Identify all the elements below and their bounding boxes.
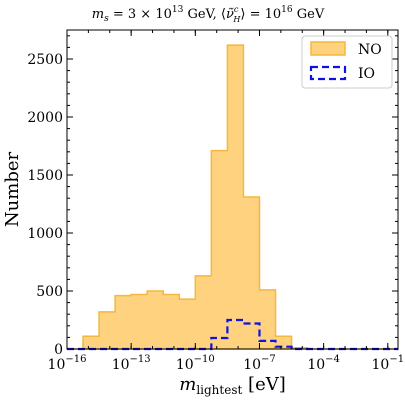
y-axis-label: Number: [2, 152, 23, 228]
y-tick-label-2: 1000: [27, 226, 63, 242]
legend-label-no: NO: [358, 42, 382, 58]
x-tick-label-2: 10−10: [176, 354, 215, 373]
tick-layer: 0 500 1000 1500 2000 2500 10−16 10−13 10−10 10−7 1…: [27, 30, 404, 373]
chart-title: ms = 3 × 1013 GeV, ⟨ν̃c H⟩ = 1016 GeV: [92, 5, 325, 24]
series-no: [67, 44, 399, 350]
y-tick-label-3: 1500: [27, 168, 63, 184]
legend-swatch-no: [310, 41, 346, 56]
legend: NO IO: [301, 35, 393, 89]
legend-label-io: IO: [358, 66, 375, 82]
series-layer: [67, 44, 399, 351]
y-tick-label-4: 2000: [27, 110, 63, 126]
plot-frame: [66, 29, 399, 350]
y-tick-label-5: 2500: [27, 52, 63, 68]
x-tick-label-3: 10−7: [243, 354, 276, 373]
x-tick-label-1: 10−13: [112, 354, 151, 373]
legend-swatch-io: [309, 65, 347, 81]
y-tick-label-1: 500: [36, 284, 63, 300]
x-tick-label-4: 10−4: [307, 354, 340, 373]
series-outline-no: [67, 44, 399, 350]
y-tick-label-0: 0: [54, 342, 63, 358]
x-tick-label-5: 10−1: [372, 354, 405, 373]
x-tick-label-0: 10−16: [48, 354, 87, 373]
x-axis-label: mlightest [eV]: [179, 374, 286, 397]
